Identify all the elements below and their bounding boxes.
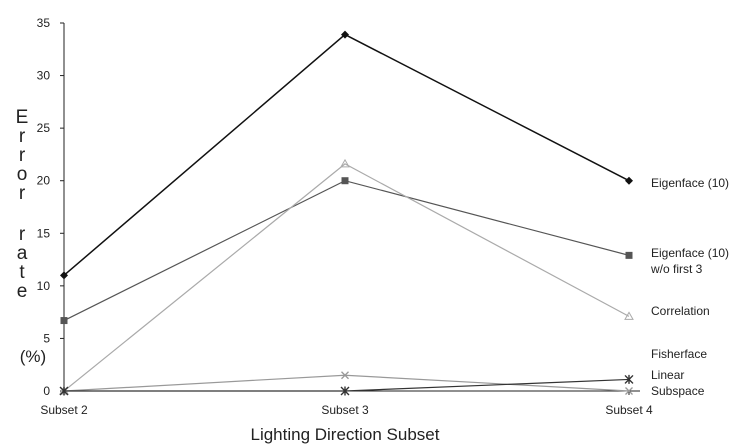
- y-tick-label: 35: [37, 16, 51, 30]
- y-tick-label: 0: [43, 384, 50, 398]
- y-label-letter: o: [17, 164, 28, 185]
- series-group: [59, 30, 634, 396]
- data-point: [340, 386, 350, 396]
- y-label-letter: r: [19, 145, 26, 166]
- y-label-letter: a: [17, 243, 28, 264]
- data-point: [340, 158, 350, 168]
- y-label-letter: E: [16, 107, 29, 128]
- series-label: Linear: [651, 368, 684, 382]
- series-label: Eigenface (10): [651, 176, 729, 190]
- y-label-letter: r: [19, 126, 26, 147]
- y-tick-label: 30: [37, 69, 51, 83]
- series-label: Correlation: [651, 304, 710, 318]
- y-axis-ticks: 0 5 10 15 20 25 30 35: [37, 16, 64, 398]
- data-point: [625, 251, 633, 259]
- series-label: Fisherface: [651, 347, 707, 361]
- data-point: [341, 30, 349, 39]
- x-axis-ticks: Subset 2 Subset 3 Subset 4: [40, 391, 653, 417]
- data-point: [625, 387, 633, 395]
- series-label: Subspace: [651, 384, 705, 398]
- series-eigenface-10-: [60, 30, 633, 280]
- x-axis-label: Lighting Direction Subset: [250, 425, 439, 444]
- y-tick-label: 5: [43, 331, 50, 345]
- data-point: [624, 374, 634, 384]
- series-fisherface: [59, 374, 634, 396]
- series-line: [63, 33, 630, 276]
- y-tick-label: 20: [37, 174, 51, 188]
- x-tick-label: Subset 4: [605, 403, 653, 417]
- y-label-letter: t: [19, 262, 25, 283]
- series-label: w/o first 3: [650, 262, 703, 276]
- y-label-unit: (%): [20, 347, 46, 366]
- x-tick-label: Subset 2: [40, 403, 88, 417]
- data-point: [624, 311, 634, 320]
- data-point: [341, 371, 349, 380]
- series-eigenface-10-w-o-first-3: [60, 177, 633, 325]
- data-point: [60, 317, 68, 325]
- series-correlation: [59, 158, 634, 395]
- series-line: [63, 180, 630, 322]
- y-label-letter: e: [17, 281, 28, 302]
- series-line: [63, 163, 630, 392]
- y-tick-label: 25: [37, 121, 51, 135]
- y-label-letter: r: [19, 224, 26, 245]
- x-tick-label: Subset 3: [321, 403, 369, 417]
- data-point: [59, 386, 69, 396]
- data-point: [625, 176, 633, 185]
- series-label: Eigenface (10): [651, 246, 729, 260]
- y-tick-label: 10: [37, 279, 51, 293]
- series-labels: Eigenface (10) Eigenface (10) w/o first 3 C…: [650, 176, 729, 398]
- data-point: [60, 271, 68, 280]
- y-label-letter: r: [19, 183, 26, 204]
- data-point: [341, 177, 349, 185]
- axes: [63, 23, 640, 392]
- y-tick-label: 15: [37, 226, 51, 240]
